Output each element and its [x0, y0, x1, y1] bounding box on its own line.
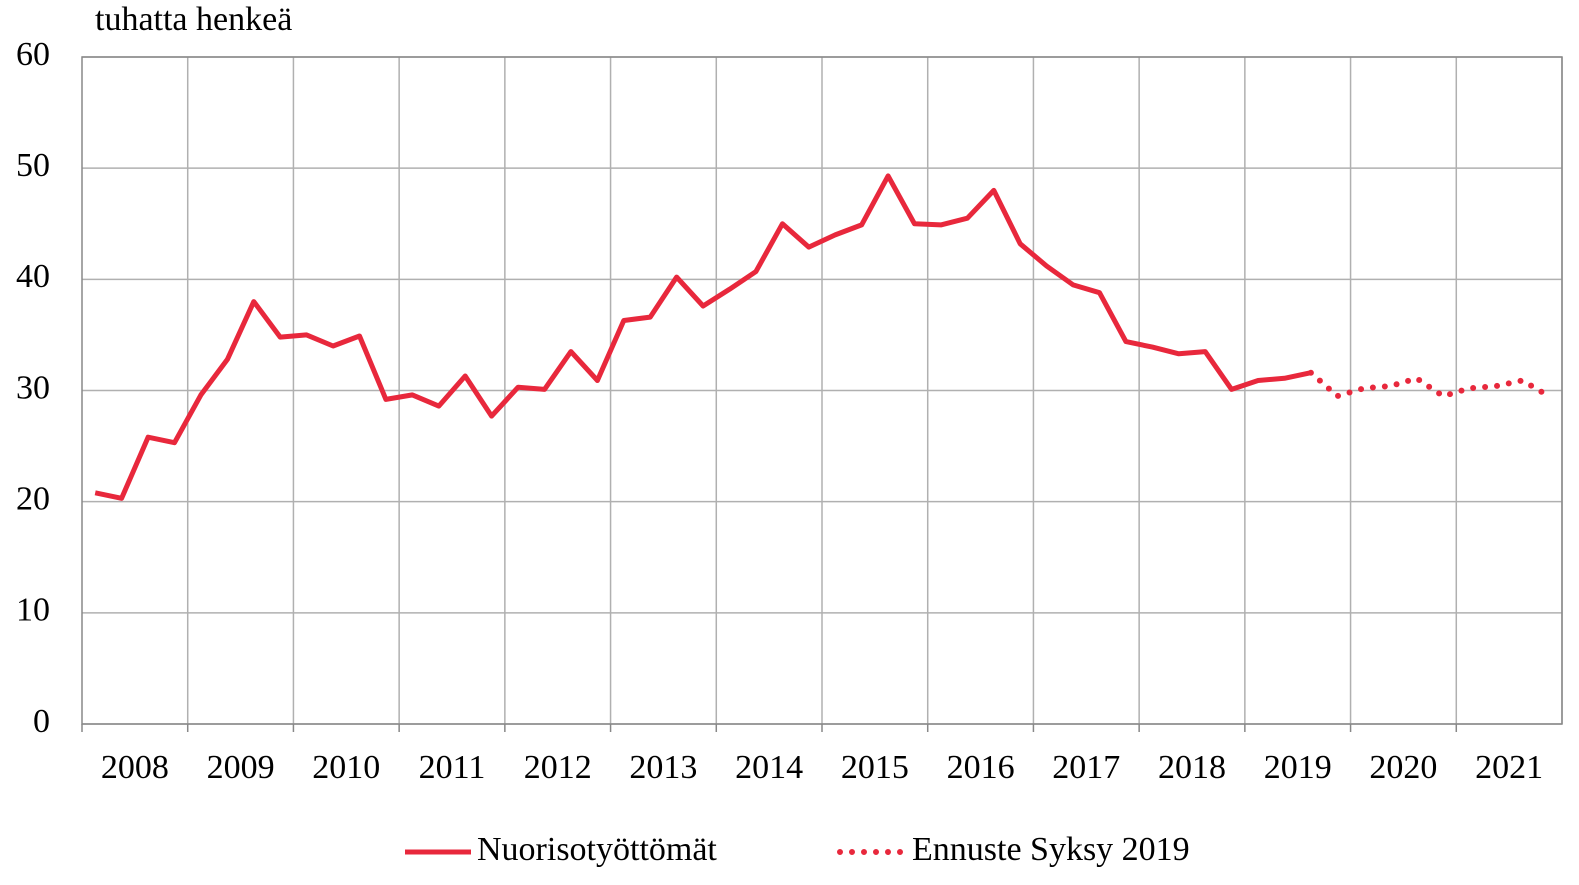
x-tick-label: 2019 [1264, 749, 1332, 786]
y-axis-label: tuhatta henkeä [95, 1, 292, 38]
legend-label: Ennuste Syksy 2019 [912, 831, 1190, 868]
y-tick-label: 10 [16, 592, 50, 629]
series-line [1307, 369, 1552, 400]
y-tick-label: 30 [16, 369, 50, 406]
x-tick-label: 2011 [419, 749, 486, 786]
y-tick-label: 40 [16, 258, 50, 295]
x-tick-label: 2017 [1052, 749, 1120, 786]
y-tick-label: 60 [16, 36, 50, 73]
x-tick-label: 2008 [101, 749, 169, 786]
x-tick-label: 2018 [1158, 749, 1226, 786]
x-tick-label: 2016 [947, 749, 1015, 786]
x-tick-label: 2010 [312, 749, 380, 786]
x-tick-label: 2021 [1475, 749, 1543, 786]
y-tick-label: 50 [16, 147, 50, 184]
x-tick-label: 2009 [207, 749, 275, 786]
x-tick-label: 2020 [1369, 749, 1437, 786]
y-tick-label: 20 [16, 480, 50, 517]
legend-label: Nuorisotyöttömät [477, 831, 717, 868]
y-tick-label: 0 [33, 703, 50, 740]
x-tick-label: 2013 [629, 749, 697, 786]
x-tick-label: 2014 [735, 749, 803, 786]
x-tick-label: 2015 [841, 749, 909, 786]
x-tick-label: 2012 [524, 749, 592, 786]
plot-border [81, 56, 1563, 725]
series-line [94, 173, 1312, 501]
